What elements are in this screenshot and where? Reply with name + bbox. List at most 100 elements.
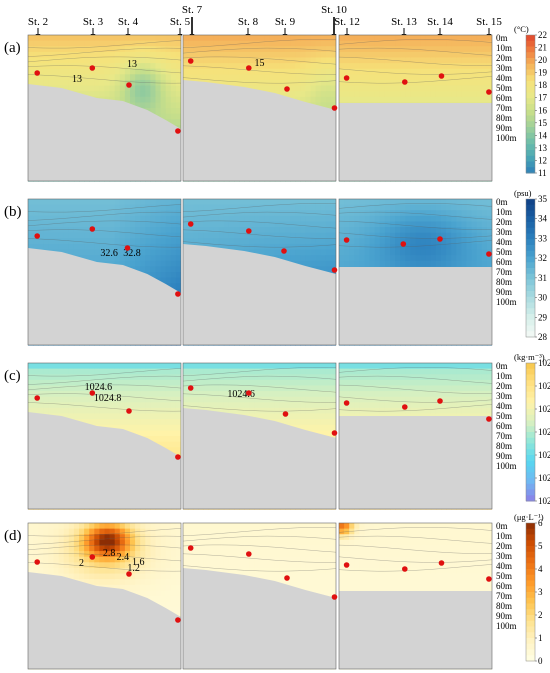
field-cell bbox=[244, 46, 250, 53]
panel-1: (a)1313150m10m20m30m40m50m60m70m80m90m10… bbox=[4, 24, 548, 182]
field-cell bbox=[354, 199, 360, 206]
field-cell bbox=[43, 199, 49, 206]
field-cell bbox=[114, 227, 121, 234]
field-cell bbox=[223, 210, 230, 217]
field-cell bbox=[114, 85, 121, 92]
field-cell bbox=[451, 238, 457, 245]
field-cell bbox=[476, 210, 483, 217]
field-cell bbox=[466, 79, 473, 87]
field-cell bbox=[405, 238, 411, 245]
contour-label: 32.6 bbox=[100, 248, 118, 259]
field-cell bbox=[155, 272, 162, 279]
field-cell bbox=[349, 74, 355, 81]
field-cell bbox=[471, 40, 478, 47]
field-cell bbox=[295, 238, 301, 245]
field-cell bbox=[290, 232, 296, 239]
field-cell bbox=[145, 35, 151, 42]
field-cell bbox=[279, 227, 286, 234]
field-cell bbox=[349, 63, 355, 70]
field-cell bbox=[395, 255, 401, 262]
field-cell bbox=[300, 210, 306, 217]
field-cell bbox=[269, 63, 276, 70]
field-cell bbox=[79, 79, 85, 87]
field-cell bbox=[244, 199, 250, 206]
field-cell bbox=[290, 199, 296, 206]
field-cell bbox=[344, 232, 350, 239]
sample-point bbox=[438, 73, 445, 79]
field-cell bbox=[425, 79, 432, 87]
field-cell bbox=[183, 40, 189, 47]
field-cell bbox=[279, 68, 286, 75]
field-cell bbox=[79, 215, 85, 223]
field-cell bbox=[264, 57, 271, 64]
field-cell bbox=[79, 57, 85, 64]
field-cell bbox=[183, 238, 189, 245]
field-cell bbox=[119, 243, 126, 251]
field-cell bbox=[320, 260, 327, 267]
field-cell bbox=[84, 232, 90, 239]
field-cell bbox=[466, 68, 473, 75]
field-cell bbox=[374, 40, 381, 47]
field-cell bbox=[359, 46, 366, 53]
field-cell bbox=[354, 46, 360, 53]
field-cell bbox=[124, 40, 131, 47]
field-cell bbox=[435, 215, 442, 223]
field-cell bbox=[430, 221, 437, 228]
field-cell bbox=[379, 215, 386, 223]
field-cell bbox=[109, 227, 116, 234]
field-cell bbox=[395, 227, 401, 234]
field-cell bbox=[183, 63, 189, 70]
field-cell bbox=[170, 238, 177, 245]
field-cell bbox=[43, 35, 49, 42]
field-cell bbox=[339, 68, 345, 75]
field-cell bbox=[320, 204, 327, 211]
field-cell bbox=[254, 204, 261, 211]
field-cell bbox=[33, 221, 39, 228]
field-cell bbox=[379, 204, 386, 211]
field-cell bbox=[425, 232, 432, 239]
field-cell bbox=[476, 35, 483, 42]
field-cell bbox=[451, 68, 457, 75]
field-cell bbox=[218, 210, 225, 217]
field-cell bbox=[58, 63, 65, 70]
field-cell bbox=[58, 79, 65, 87]
field-cell bbox=[325, 96, 332, 103]
field-cell bbox=[259, 199, 266, 206]
field-cell bbox=[150, 102, 157, 109]
field-cell bbox=[395, 232, 401, 239]
field-cell bbox=[198, 227, 204, 234]
field-cell bbox=[53, 79, 60, 87]
field-cell bbox=[410, 260, 417, 267]
field-cell bbox=[420, 74, 427, 81]
field-cell bbox=[264, 215, 271, 223]
field-cell bbox=[28, 51, 34, 59]
field-cell bbox=[99, 85, 106, 92]
field-cell bbox=[285, 255, 291, 262]
contour-line bbox=[183, 65, 336, 75]
field-cell bbox=[285, 210, 291, 217]
field-cell bbox=[218, 35, 225, 42]
field-cell bbox=[254, 57, 261, 64]
field-cell bbox=[188, 51, 194, 59]
field-cell bbox=[325, 57, 332, 64]
field-cell bbox=[274, 215, 281, 223]
field-cell bbox=[359, 232, 366, 239]
field-cell bbox=[170, 85, 177, 92]
field-cell bbox=[315, 255, 322, 262]
field-cell bbox=[150, 46, 157, 53]
field-cell bbox=[38, 199, 44, 206]
colorbar-segment bbox=[526, 155, 535, 162]
field-cell bbox=[203, 46, 210, 53]
field-cell bbox=[456, 79, 462, 87]
field-cell bbox=[310, 255, 317, 262]
field-cell bbox=[175, 68, 181, 75]
field-cell bbox=[203, 63, 210, 70]
field-cell bbox=[446, 210, 452, 217]
field-cell bbox=[165, 51, 172, 59]
field-cell bbox=[94, 57, 100, 64]
sample-point bbox=[187, 221, 194, 227]
station-label: St. 2 bbox=[28, 16, 48, 28]
field-cell bbox=[300, 249, 306, 256]
field-cell bbox=[471, 232, 478, 239]
field-cell bbox=[33, 363, 39, 370]
